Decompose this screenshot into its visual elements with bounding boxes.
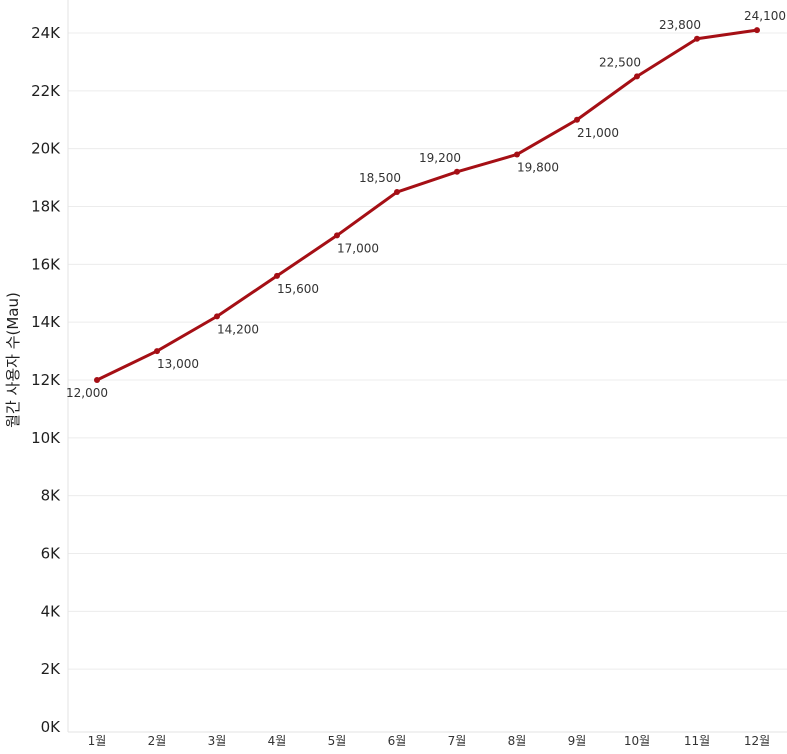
x-tick-label: 10월 — [624, 734, 650, 748]
x-tick-label: 1월 — [88, 734, 107, 748]
x-axis-ticks: 1월 2월 3월 4월 5월 6월 7월 8월 9월 10월 11월 12월 — [88, 734, 771, 748]
y-tick-label: 14K — [31, 313, 61, 331]
data-label: 12,000 — [66, 386, 108, 400]
data-point — [334, 232, 340, 239]
x-tick-label: 6월 — [388, 734, 407, 748]
axes — [67, 0, 787, 733]
data-point — [574, 116, 580, 123]
data-point — [514, 151, 520, 158]
data-point — [634, 73, 640, 80]
y-tick-label: 12K — [31, 371, 61, 389]
y-tick-label: 4K — [41, 602, 62, 620]
y-tick-label: 0K — [41, 718, 62, 736]
data-label: 19,200 — [419, 151, 461, 165]
data-label: 22,500 — [599, 55, 641, 69]
data-point — [274, 272, 280, 279]
data-point — [754, 27, 760, 34]
x-tick-label: 11월 — [684, 734, 710, 748]
x-tick-label: 7월 — [448, 734, 467, 748]
data-point — [694, 35, 700, 42]
data-label: 17,000 — [337, 241, 379, 255]
x-tick-label: 8월 — [508, 734, 527, 748]
x-tick-label: 5월 — [328, 734, 347, 748]
x-tick-label: 4월 — [268, 734, 287, 748]
y-tick-label: 20K — [31, 140, 61, 158]
y-tick-label: 6K — [41, 545, 62, 563]
data-labels: 12,000 13,000 14,200 15,600 17,000 18,500 19,2… — [66, 9, 786, 400]
x-tick-label: 3월 — [208, 734, 227, 748]
gridlines — [68, 32, 787, 670]
data-points — [94, 27, 760, 383]
data-label: 24,100 — [744, 9, 786, 23]
data-label: 15,600 — [277, 282, 319, 296]
series-line-layer — [95, 28, 759, 382]
x-tick-label: 12월 — [744, 734, 770, 748]
data-point — [94, 377, 100, 383]
y-tick-label: 24K — [31, 24, 61, 42]
y-tick-label: 10K — [31, 429, 61, 447]
y-tick-label: 16K — [31, 255, 61, 273]
data-point — [454, 168, 460, 175]
y-tick-label: 22K — [31, 82, 61, 100]
data-point — [214, 313, 220, 320]
data-point — [154, 348, 160, 355]
data-label: 14,200 — [217, 322, 259, 336]
data-label: 13,000 — [157, 357, 199, 371]
y-tick-label: 2K — [41, 660, 62, 678]
y-axis-ticks: 0K 2K 4K 6K 8K 10K 12K 14K 16K 18K 20K 22K 24K — [31, 24, 61, 736]
data-label: 18,500 — [359, 171, 401, 185]
data-point — [394, 189, 400, 196]
x-tick-label: 2월 — [148, 734, 167, 748]
data-label: 23,800 — [659, 18, 701, 32]
data-label: 21,000 — [577, 126, 619, 140]
y-tick-label: 8K — [41, 487, 62, 505]
x-tick-label: 9월 — [568, 734, 587, 748]
y-axis-label: 월간 사용자 수(Mau) — [4, 292, 22, 428]
data-label: 19,800 — [517, 160, 559, 174]
series-line — [95, 28, 759, 382]
y-tick-label: 18K — [31, 198, 61, 216]
